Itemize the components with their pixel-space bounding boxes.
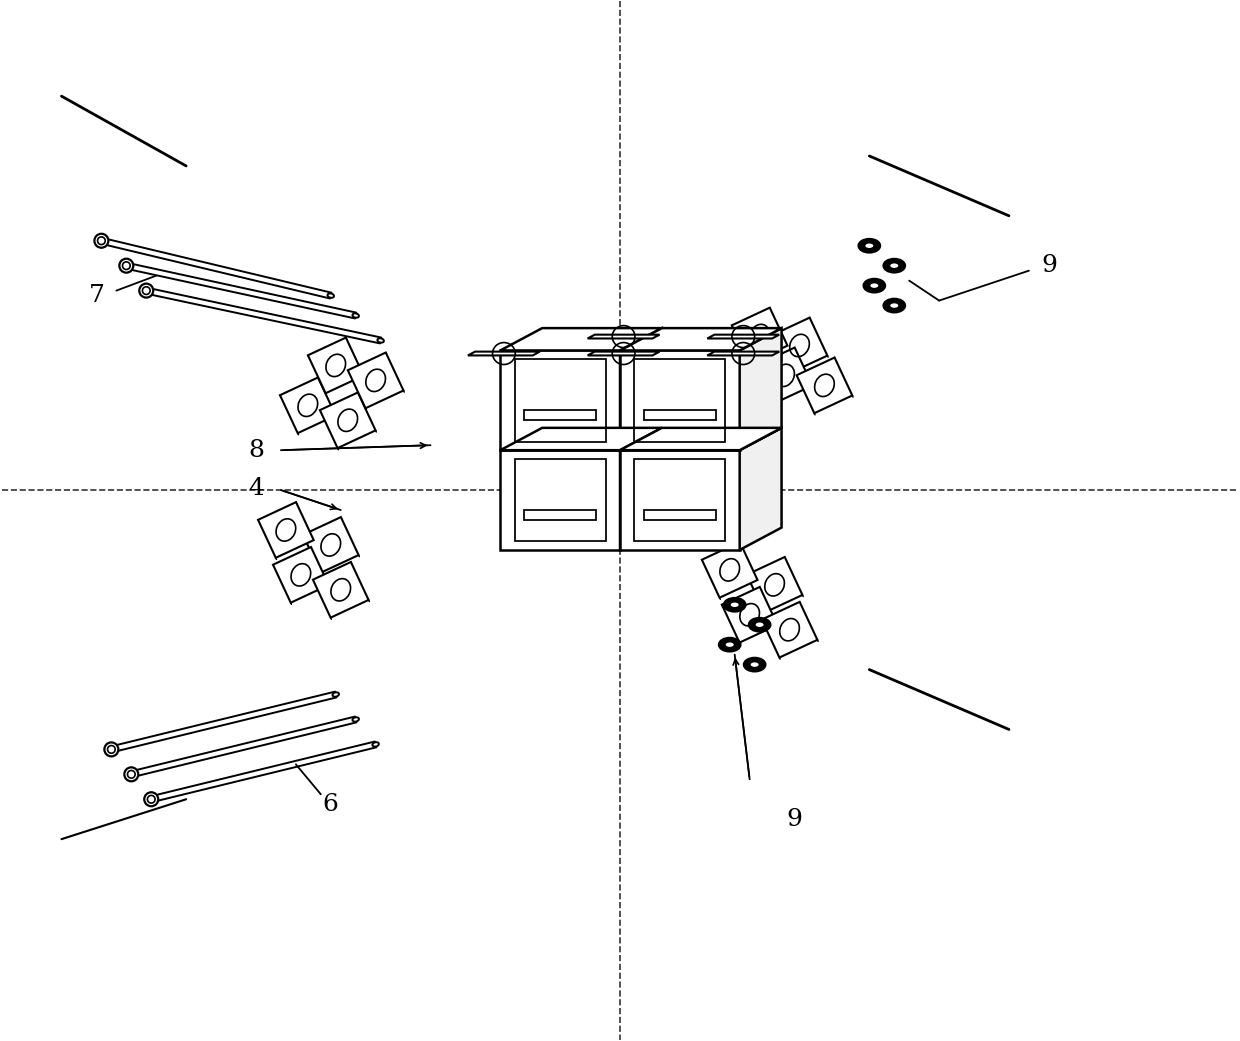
Polygon shape	[732, 308, 787, 363]
Polygon shape	[707, 352, 779, 355]
Ellipse shape	[864, 243, 874, 249]
Polygon shape	[273, 547, 329, 603]
Ellipse shape	[889, 303, 899, 309]
Ellipse shape	[724, 641, 734, 648]
Ellipse shape	[730, 602, 739, 608]
Ellipse shape	[352, 313, 358, 318]
Polygon shape	[500, 450, 620, 550]
Polygon shape	[796, 357, 852, 413]
Ellipse shape	[863, 279, 885, 293]
Polygon shape	[320, 392, 376, 448]
Circle shape	[104, 742, 118, 757]
Polygon shape	[707, 334, 779, 338]
Polygon shape	[756, 348, 812, 403]
Polygon shape	[746, 557, 802, 613]
Polygon shape	[500, 328, 662, 351]
Text: 4: 4	[248, 477, 264, 500]
Polygon shape	[771, 318, 827, 374]
Polygon shape	[620, 428, 662, 550]
Text: 9: 9	[1040, 254, 1056, 277]
Ellipse shape	[883, 299, 905, 312]
Circle shape	[119, 259, 134, 273]
Polygon shape	[620, 328, 662, 450]
Text: 7: 7	[88, 284, 104, 307]
Polygon shape	[280, 378, 336, 433]
Polygon shape	[500, 428, 662, 450]
Ellipse shape	[724, 598, 745, 612]
Polygon shape	[761, 602, 817, 658]
Ellipse shape	[749, 617, 770, 632]
Polygon shape	[308, 337, 363, 393]
Ellipse shape	[883, 259, 905, 273]
Ellipse shape	[332, 692, 339, 696]
Polygon shape	[620, 450, 740, 550]
Circle shape	[94, 234, 108, 248]
Circle shape	[124, 767, 139, 782]
Ellipse shape	[750, 661, 760, 667]
Polygon shape	[722, 587, 777, 642]
Polygon shape	[588, 352, 660, 355]
Polygon shape	[620, 351, 740, 450]
Text: 8: 8	[248, 438, 264, 462]
Ellipse shape	[377, 338, 384, 342]
Ellipse shape	[889, 262, 899, 269]
Polygon shape	[258, 502, 314, 558]
Circle shape	[139, 283, 154, 298]
Ellipse shape	[719, 638, 740, 652]
Ellipse shape	[372, 742, 379, 746]
Ellipse shape	[869, 282, 879, 288]
Polygon shape	[303, 517, 358, 573]
Polygon shape	[740, 328, 781, 450]
Polygon shape	[467, 352, 539, 355]
Ellipse shape	[744, 658, 765, 671]
Polygon shape	[620, 428, 781, 450]
Polygon shape	[588, 334, 660, 338]
Text: 6: 6	[322, 793, 339, 816]
Text: 9: 9	[786, 808, 802, 831]
Polygon shape	[312, 562, 368, 617]
Ellipse shape	[352, 717, 358, 721]
Polygon shape	[500, 351, 620, 450]
Circle shape	[144, 792, 159, 806]
Ellipse shape	[755, 621, 765, 628]
Ellipse shape	[858, 238, 880, 253]
Polygon shape	[740, 428, 781, 550]
Polygon shape	[348, 353, 403, 408]
Polygon shape	[702, 542, 758, 598]
Ellipse shape	[327, 294, 334, 298]
Polygon shape	[620, 328, 781, 351]
